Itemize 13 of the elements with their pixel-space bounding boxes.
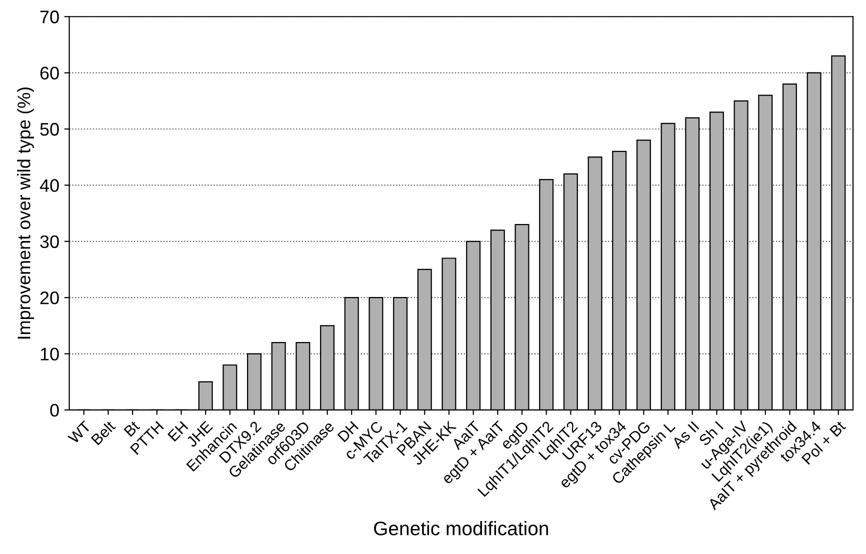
y-axis-title: Improvement over wild type (%) <box>17 87 34 339</box>
x-tick-label: Belt <box>90 420 116 446</box>
y-tick-label: 50 <box>40 122 59 136</box>
x-tick-label: WT <box>68 420 92 444</box>
y-tick-label: 60 <box>40 66 59 80</box>
x-tick-label: EH <box>168 420 188 442</box>
y-tick-label: 70 <box>40 10 59 24</box>
y-tick-label: 20 <box>40 292 59 304</box>
y-tick-label: 30 <box>40 235 59 248</box>
y-tick-label: 10 <box>40 348 59 360</box>
x-axis-title: Genetic modification <box>374 521 548 536</box>
y-tick-label: 40 <box>40 179 59 192</box>
y-tick-label: 0 <box>50 404 59 417</box>
